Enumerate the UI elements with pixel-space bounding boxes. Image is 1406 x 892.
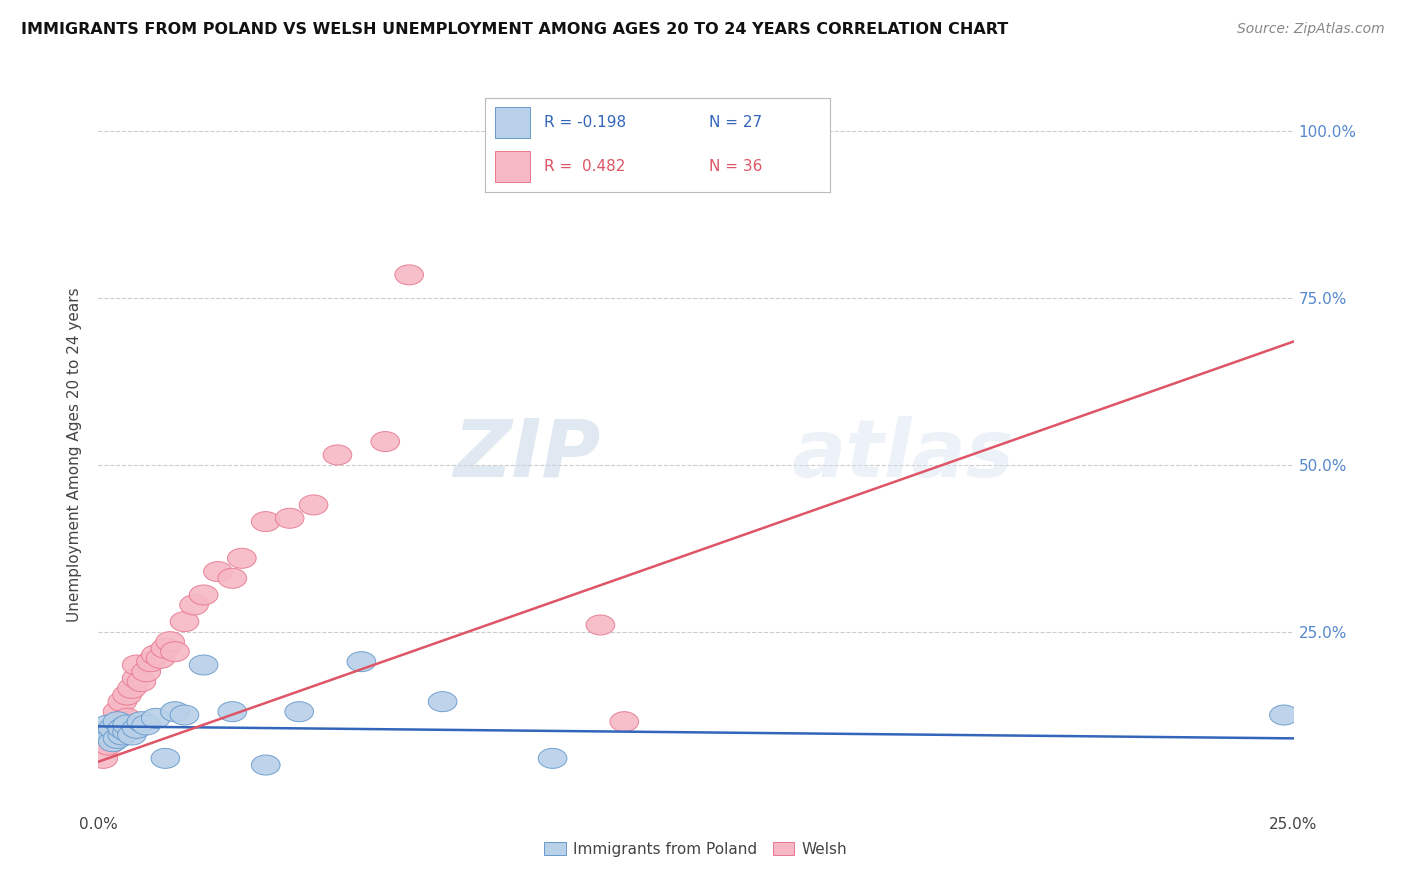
FancyBboxPatch shape [495, 151, 530, 183]
FancyBboxPatch shape [495, 106, 530, 138]
Ellipse shape [228, 549, 256, 568]
Text: R =  0.482: R = 0.482 [544, 159, 626, 174]
Ellipse shape [150, 748, 180, 768]
Ellipse shape [170, 705, 198, 725]
Ellipse shape [371, 432, 399, 451]
Ellipse shape [89, 722, 118, 741]
Ellipse shape [98, 722, 127, 741]
Ellipse shape [112, 685, 142, 705]
Text: ZIP: ZIP [453, 416, 600, 494]
Ellipse shape [98, 731, 127, 752]
Ellipse shape [586, 615, 614, 635]
Ellipse shape [538, 748, 567, 768]
Ellipse shape [122, 668, 150, 689]
Ellipse shape [190, 655, 218, 675]
Ellipse shape [132, 662, 160, 681]
Ellipse shape [276, 508, 304, 528]
Ellipse shape [94, 725, 122, 745]
Ellipse shape [94, 735, 122, 755]
Ellipse shape [658, 121, 686, 142]
Ellipse shape [142, 645, 170, 665]
Ellipse shape [146, 648, 174, 668]
Ellipse shape [252, 755, 280, 775]
Ellipse shape [108, 691, 136, 712]
Legend: Immigrants from Poland, Welsh: Immigrants from Poland, Welsh [537, 834, 855, 864]
Text: atlas: atlas [792, 416, 1014, 494]
Ellipse shape [127, 712, 156, 731]
Ellipse shape [1270, 705, 1298, 725]
Ellipse shape [89, 748, 118, 768]
Ellipse shape [108, 725, 136, 745]
Ellipse shape [218, 568, 246, 589]
Ellipse shape [160, 641, 190, 662]
Ellipse shape [347, 652, 375, 672]
Ellipse shape [98, 729, 127, 748]
Ellipse shape [132, 715, 160, 735]
Ellipse shape [150, 639, 180, 658]
Text: IMMIGRANTS FROM POLAND VS WELSH UNEMPLOYMENT AMONG AGES 20 TO 24 YEARS CORRELATI: IMMIGRANTS FROM POLAND VS WELSH UNEMPLOY… [21, 22, 1008, 37]
Ellipse shape [118, 725, 146, 745]
Ellipse shape [112, 722, 142, 741]
Text: N = 36: N = 36 [709, 159, 762, 174]
Ellipse shape [429, 691, 457, 712]
Ellipse shape [98, 718, 127, 739]
Ellipse shape [103, 712, 132, 731]
Ellipse shape [127, 672, 156, 691]
Text: R = -0.198: R = -0.198 [544, 115, 626, 130]
Ellipse shape [218, 702, 246, 722]
Ellipse shape [136, 652, 166, 672]
Ellipse shape [180, 595, 208, 615]
Ellipse shape [122, 718, 150, 739]
Ellipse shape [190, 585, 218, 605]
Text: Source: ZipAtlas.com: Source: ZipAtlas.com [1237, 22, 1385, 37]
Ellipse shape [142, 708, 170, 729]
Ellipse shape [103, 715, 132, 735]
Ellipse shape [323, 445, 352, 465]
Ellipse shape [395, 265, 423, 285]
Ellipse shape [204, 562, 232, 582]
Ellipse shape [252, 512, 280, 532]
Ellipse shape [118, 678, 146, 698]
Ellipse shape [285, 702, 314, 722]
Ellipse shape [108, 718, 136, 739]
Ellipse shape [112, 708, 142, 729]
Ellipse shape [94, 715, 122, 735]
Ellipse shape [610, 712, 638, 731]
Ellipse shape [160, 702, 190, 722]
Ellipse shape [156, 632, 184, 652]
Ellipse shape [122, 655, 150, 675]
Ellipse shape [112, 715, 142, 735]
Ellipse shape [103, 702, 132, 722]
Y-axis label: Unemployment Among Ages 20 to 24 years: Unemployment Among Ages 20 to 24 years [67, 287, 83, 623]
Ellipse shape [108, 725, 136, 745]
Ellipse shape [103, 729, 132, 748]
Ellipse shape [299, 495, 328, 515]
Ellipse shape [170, 612, 198, 632]
Text: N = 27: N = 27 [709, 115, 762, 130]
